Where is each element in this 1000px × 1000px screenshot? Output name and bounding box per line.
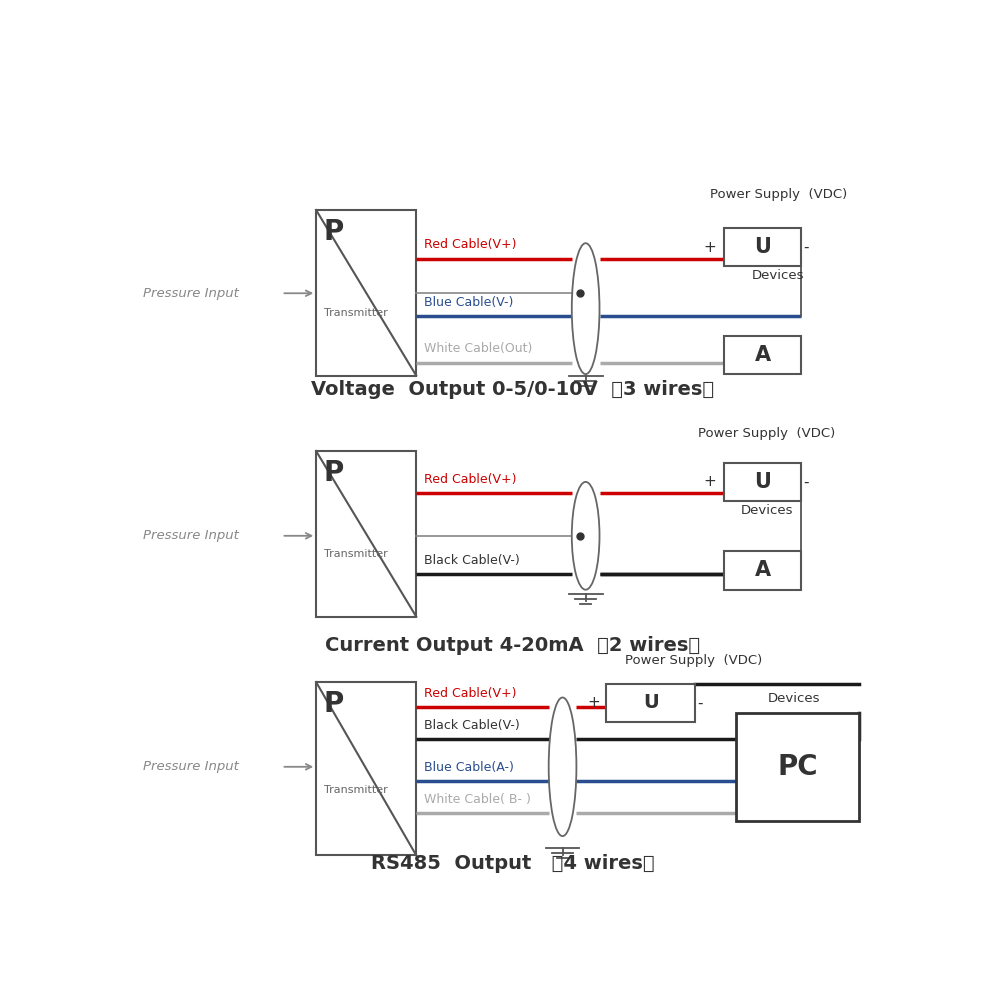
Text: Red Cable(V+): Red Cable(V+) xyxy=(424,473,516,486)
Ellipse shape xyxy=(572,482,600,590)
Text: Transmitter: Transmitter xyxy=(324,308,388,318)
Bar xyxy=(316,451,416,617)
Text: PC: PC xyxy=(777,753,818,781)
Bar xyxy=(724,551,801,590)
Text: Power Supply  (VDC): Power Supply (VDC) xyxy=(710,188,847,201)
Text: U: U xyxy=(643,693,659,712)
Bar xyxy=(606,684,695,722)
Text: RS485  Output   （4 wires）: RS485 Output （4 wires） xyxy=(371,854,654,873)
Bar xyxy=(724,228,801,266)
Text: Pressure Input: Pressure Input xyxy=(143,529,239,542)
Text: Black Cable(V-): Black Cable(V-) xyxy=(424,719,520,732)
Text: Black Cable(V-): Black Cable(V-) xyxy=(424,554,520,567)
Text: P: P xyxy=(324,218,344,246)
Text: Devices: Devices xyxy=(740,504,793,517)
Text: Transmitter: Transmitter xyxy=(324,785,388,795)
Text: Voltage  Output 0-5/0-10V  （3 wires）: Voltage Output 0-5/0-10V （3 wires） xyxy=(311,380,714,399)
Text: Red Cable(V+): Red Cable(V+) xyxy=(424,238,516,251)
Text: P: P xyxy=(324,690,344,718)
Text: Pressure Input: Pressure Input xyxy=(143,760,239,773)
Text: Blue Cable(V-): Blue Cable(V-) xyxy=(424,296,513,309)
Text: -: - xyxy=(697,695,703,710)
Text: Devices: Devices xyxy=(752,269,804,282)
Text: White Cable(Out): White Cable(Out) xyxy=(424,342,532,355)
Text: Current Output 4-20mA  （2 wires）: Current Output 4-20mA （2 wires） xyxy=(325,636,700,655)
Text: Power Supply  (VDC): Power Supply (VDC) xyxy=(698,427,835,440)
Bar xyxy=(736,713,859,821)
Text: A: A xyxy=(755,560,771,580)
Text: +: + xyxy=(704,474,717,489)
Text: -: - xyxy=(804,474,809,489)
Ellipse shape xyxy=(572,243,600,374)
Text: White Cable( B- ): White Cable( B- ) xyxy=(424,793,531,806)
Text: +: + xyxy=(588,695,600,710)
Text: U: U xyxy=(754,237,771,257)
Text: Red Cable(V+): Red Cable(V+) xyxy=(424,687,516,700)
Bar xyxy=(316,682,416,855)
Text: Transmitter: Transmitter xyxy=(324,549,388,559)
Text: Pressure Input: Pressure Input xyxy=(143,287,239,300)
Bar xyxy=(724,463,801,501)
Text: A: A xyxy=(755,345,771,365)
Text: Power Supply  (VDC): Power Supply (VDC) xyxy=(625,654,762,667)
Bar xyxy=(316,210,416,376)
Text: Devices: Devices xyxy=(767,692,820,705)
Text: U: U xyxy=(754,472,771,492)
Text: Blue Cable(A-): Blue Cable(A-) xyxy=(424,761,514,774)
Text: P: P xyxy=(324,459,344,487)
Ellipse shape xyxy=(549,698,576,836)
Text: +: + xyxy=(704,240,717,255)
Text: -: - xyxy=(804,240,809,255)
Bar xyxy=(724,336,801,374)
